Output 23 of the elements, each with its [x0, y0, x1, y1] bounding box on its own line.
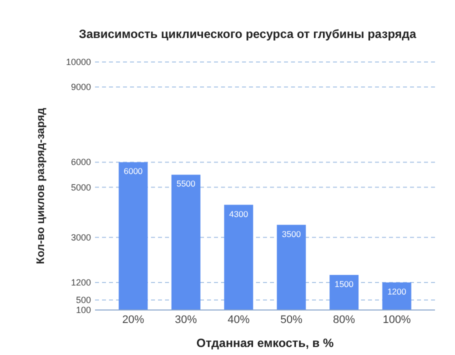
y-axis-title: Кол-во циклов разряд-заряд: [35, 108, 47, 264]
y-tick-label: 100: [76, 305, 91, 315]
x-tick-label: 80%: [333, 314, 356, 326]
chart-title: Зависимость циклического ресурса от глубины разряда: [78, 27, 417, 41]
data-label: 1200: [387, 286, 407, 296]
x-axis-title: Отданная емкость, в %: [196, 336, 334, 350]
x-tick-label: 20%: [122, 314, 144, 326]
y-tick-label: 3000: [70, 232, 91, 242]
data-label: 6000: [124, 166, 143, 176]
data-label: 5500: [176, 178, 196, 189]
x-tick-label: 100%: [382, 314, 412, 326]
y-tick-label: 5000: [70, 182, 91, 192]
data-label: 3500: [282, 228, 302, 239]
data-label: 4300: [229, 208, 248, 219]
data-label: 1500: [334, 278, 354, 289]
x-tick-label: 50%: [280, 314, 303, 326]
y-tick-label: 10000: [66, 57, 91, 67]
y-tick-label: 500: [76, 294, 91, 305]
x-tick-label: 30%: [174, 314, 198, 326]
y-tick-label: 1200: [70, 277, 91, 288]
y-tick-label: 9000: [70, 82, 91, 92]
y-tick-label: 6000: [70, 157, 91, 168]
x-tick-label: 40%: [228, 314, 250, 326]
